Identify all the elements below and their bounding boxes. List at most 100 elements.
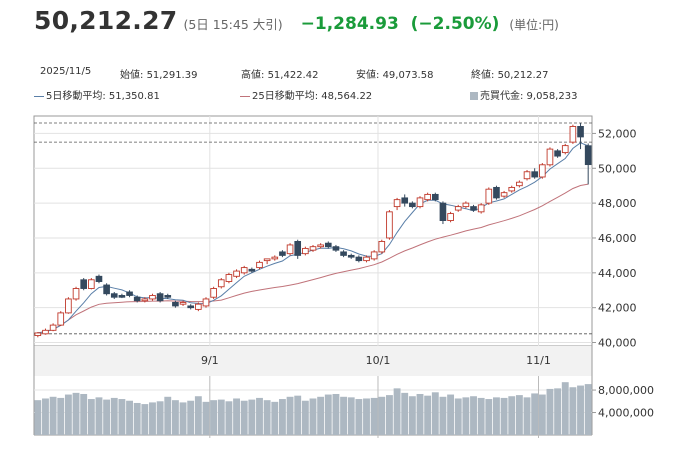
date-tick-label: 9/1: [201, 354, 219, 367]
candle-down: [577, 126, 584, 138]
open-label: 始値:: [120, 70, 144, 81]
candle-down: [355, 256, 363, 262]
candle-up: [149, 295, 156, 300]
volume-bar: [508, 396, 516, 435]
candle-up: [378, 241, 386, 253]
candle-up: [454, 206, 462, 211]
open-value: 51,291.39: [146, 70, 198, 81]
volume-bar: [80, 393, 88, 435]
volume-bar: [408, 396, 416, 435]
price-tick-label: 48,000: [598, 197, 637, 210]
info-high: 高値: 51,422.42: [241, 66, 318, 81]
candle-up: [202, 298, 210, 307]
close-label: 終値:: [471, 70, 495, 81]
volume-bar: [171, 400, 179, 435]
candle-up: [42, 329, 49, 335]
candle-up: [72, 288, 80, 300]
volume-bar: [57, 397, 65, 435]
candle-up: [462, 202, 470, 208]
ma25-swatch: [240, 95, 250, 97]
candle-up: [88, 279, 95, 289]
volume-bar: [294, 395, 302, 435]
candle-up: [538, 164, 546, 178]
candle-down: [133, 296, 141, 302]
volume-tick-label: 4,000,000: [598, 407, 654, 420]
candle-down: [156, 293, 164, 302]
volume-bar: [202, 401, 210, 435]
candle-up: [65, 298, 72, 314]
candle-up: [546, 148, 554, 166]
volume-bar: [546, 388, 554, 435]
candle-down: [584, 145, 592, 166]
price-tick-label: 42,000: [598, 302, 637, 315]
volume-bar: [493, 397, 500, 435]
volume-bar: [332, 393, 340, 435]
volume-bar: [431, 392, 439, 435]
volume-bar: [569, 387, 577, 435]
candle-up: [416, 197, 424, 208]
volume-tick-label: 8,000,000: [598, 384, 654, 397]
volume-bar: [401, 392, 409, 435]
candle-up: [286, 244, 294, 255]
volume-bar: [309, 398, 317, 435]
volume-bar: [416, 393, 424, 435]
candle-up: [516, 181, 523, 187]
candle-down: [80, 279, 88, 289]
candle-up: [302, 247, 309, 255]
volume-bar: [477, 397, 485, 435]
candle-up: [485, 188, 493, 204]
volume-bar: [217, 399, 225, 435]
volume-bar: [500, 397, 508, 435]
candle-up: [49, 324, 57, 331]
volume-bar: [531, 393, 539, 435]
candle-down: [554, 150, 561, 157]
volume-bar: [470, 396, 477, 435]
current-price: 50,212.27: [34, 6, 178, 35]
candle-down: [409, 202, 416, 208]
candle-up: [508, 186, 516, 192]
volume-bar: [263, 400, 271, 435]
candle-up: [363, 256, 370, 262]
volume-bar: [271, 401, 279, 435]
ma25-text: 25日移動平均: 48,564.22: [252, 91, 373, 102]
candle-up: [240, 267, 248, 274]
volume-bar: [462, 397, 470, 435]
volume-bar: [278, 399, 286, 435]
volume-bar: [454, 398, 462, 435]
volume-bar: [378, 396, 386, 435]
info-date: 2025/11/5: [40, 66, 92, 77]
volume-bar: [363, 398, 370, 435]
ma5-text: 5日移動平均: 51,350.81: [46, 91, 160, 102]
candle-up: [561, 145, 569, 154]
volume-bar: [523, 397, 531, 435]
low-label: 安値:: [356, 70, 380, 81]
info-close: 終値: 50,212.27: [471, 66, 548, 81]
volume-bar: [210, 400, 218, 435]
volume-bar: [439, 396, 447, 435]
candle-up: [141, 298, 149, 302]
candle-down: [103, 284, 110, 295]
volume-bar: [126, 400, 133, 435]
candle-down: [164, 295, 172, 298]
candle-down: [118, 295, 126, 298]
date-label-band: [34, 346, 592, 376]
legend-ma25: 25日移動平均: 48,564.22: [240, 87, 372, 102]
ma5-swatch: [34, 95, 44, 97]
candle-up: [34, 332, 42, 336]
volume-bar: [95, 397, 103, 435]
candle-down: [493, 186, 500, 199]
volume-text: 売買代金: 9,058,233: [480, 91, 578, 102]
low-value: 49,073.58: [382, 70, 434, 81]
candle-up: [523, 171, 531, 180]
candle-down: [531, 171, 538, 178]
candle-up: [447, 213, 454, 221]
candle-up: [309, 246, 317, 251]
volume-bar: [301, 400, 309, 435]
candle-up: [370, 251, 378, 260]
candle-up: [424, 193, 431, 201]
volume-bar: [118, 399, 126, 435]
volume-bar: [485, 399, 493, 435]
info-open: 始値: 51,291.39: [120, 66, 197, 81]
volume-bar: [447, 394, 455, 435]
candle-up: [233, 270, 240, 277]
